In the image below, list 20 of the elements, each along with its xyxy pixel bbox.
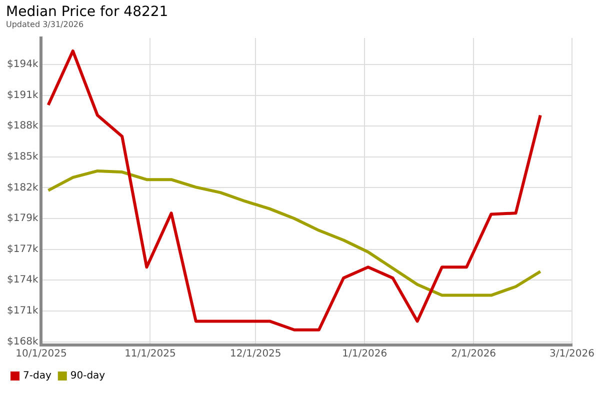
chart-subtitle: Updated 3/31/2026	[6, 20, 85, 29]
x-tick-label: 10/1/2025	[16, 348, 67, 360]
y-tick-label: $177k	[6, 244, 38, 255]
x-tick-label: 3/1/2026	[550, 348, 594, 360]
y-tick-label: $188k	[6, 120, 38, 132]
y-tick-label: $168k	[6, 336, 38, 348]
y-tick-label: $174k	[6, 274, 38, 286]
x-tick-label: 12/1/2025	[230, 348, 282, 360]
y-tick-label: $179k	[6, 213, 38, 224]
x-tick-label: 11/1/2025	[124, 348, 176, 360]
y-tick-label: $171k	[6, 306, 38, 317]
y-tick-label: $191k	[6, 90, 38, 101]
x-tick-label: 2/1/2026	[451, 348, 496, 360]
y-tick-label: $182k	[6, 182, 38, 194]
x-tick-label: 1/1/2026	[342, 348, 388, 360]
legend-label: 90-day	[70, 370, 106, 382]
y-tick-label: $194k	[6, 59, 38, 70]
y-tick-label: $185k	[6, 152, 38, 162]
legend-label: 7-day	[23, 370, 52, 382]
chart-title: Median Price for 48221	[6, 4, 170, 20]
